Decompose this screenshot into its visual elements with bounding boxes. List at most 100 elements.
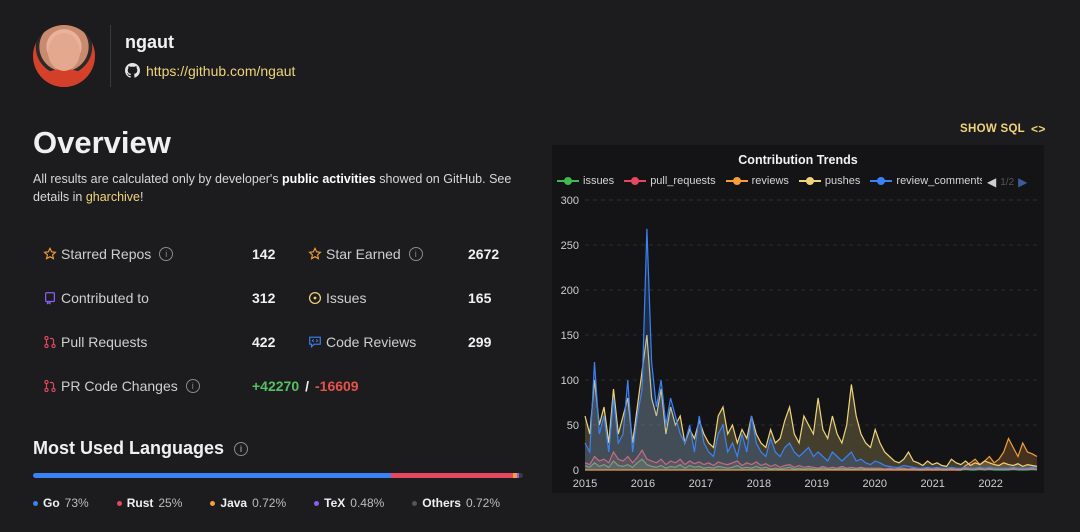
info-icon[interactable]: i: [234, 441, 249, 456]
code-icon: <>: [1031, 122, 1046, 136]
x-tick-label: 2021: [920, 478, 944, 490]
language-percent: 25%: [158, 496, 183, 510]
language-name: Others: [422, 496, 461, 510]
pull-request-icon: [44, 335, 56, 349]
x-tick-label: 2016: [631, 478, 655, 490]
language-percent: 0.48%: [350, 496, 385, 510]
stat-code-reviews: Code Reviews: [308, 334, 416, 350]
series-line-reviews: [585, 437, 1038, 471]
language-bar-segment-java: [513, 473, 517, 478]
stat-contributed-to: Contributed to: [43, 290, 149, 306]
languages-legend: Go 73% Rust 25% Java 0.72% TeX 0.48% Others 0.72%: [33, 496, 500, 510]
username: ngaut: [125, 32, 174, 52]
series-area-issues: [585, 459, 1037, 470]
star-earned-value: 2672: [468, 246, 500, 262]
legend-item-pull-requests[interactable]: pull_requests: [624, 175, 716, 187]
language-name: Rust: [126, 496, 154, 510]
x-tick-label: 2018: [747, 478, 771, 490]
code-reviews-value: 299: [468, 334, 492, 350]
gharchive-link[interactable]: gharchive: [85, 190, 141, 204]
language-percent: 0.72%: [465, 496, 501, 510]
y-tick-label: 150: [561, 330, 579, 342]
legend-pager: ◀ 1/2 ▶: [987, 175, 1027, 189]
show-sql-button[interactable]: SHOW SQL <>: [960, 122, 1046, 136]
legend-marker: [725, 177, 748, 185]
github-icon: [125, 63, 140, 78]
language-legend-item: TeX 0.48%: [314, 496, 384, 510]
x-tick-label: 2015: [573, 478, 597, 490]
stat-starred-repos: Starred Repos i: [43, 246, 174, 262]
stat-pull-requests: Pull Requests: [43, 334, 147, 350]
legend-label: pull_requests: [650, 175, 716, 187]
x-tick-label: 2019: [805, 478, 829, 490]
y-tick-label: 250: [561, 240, 579, 252]
chart-title: Contribution Trends: [738, 153, 858, 167]
y-tick-label: 0: [573, 465, 579, 477]
overview-title: Overview: [33, 125, 171, 160]
language-legend-item: Others 0.72%: [412, 496, 500, 510]
avatar: [33, 25, 95, 87]
legend-label: reviews: [751, 175, 789, 187]
starred-repos-value: 142: [252, 246, 276, 262]
legend-label: review_comments: [896, 175, 982, 187]
legend-marker: [798, 177, 821, 185]
star-icon: [308, 247, 322, 260]
series-area-pushes: [585, 335, 1037, 470]
additions-value: +42270: [252, 378, 300, 394]
info-icon[interactable]: i: [408, 247, 423, 261]
github-profile-link[interactable]: https://github.com/ngaut: [146, 63, 296, 79]
overview-description: All results are calculated only by devel…: [33, 172, 512, 204]
legend-label: issues: [583, 175, 615, 187]
issue-icon: [308, 291, 322, 305]
x-tick-label: 2022: [978, 478, 1002, 490]
legend-item-reviews[interactable]: reviews: [725, 175, 789, 187]
language-color-dot: [33, 500, 38, 506]
legend-marker: [624, 177, 647, 185]
star-icon: [43, 247, 57, 260]
legend-marker: [557, 177, 579, 185]
language-color-dot: [314, 500, 320, 506]
info-icon[interactable]: i: [185, 379, 200, 393]
language-bar-segment-others: [519, 473, 523, 478]
x-tick-label: 2020: [863, 478, 887, 490]
stat-star-earned: Star Earned i: [308, 246, 423, 262]
languages-bar: [33, 473, 523, 478]
next-page-icon[interactable]: ▶: [1018, 175, 1028, 189]
contributed-to-value: 312: [252, 290, 276, 306]
language-bar-segment-go: [33, 473, 391, 478]
legend-item-review-comments[interactable]: review_comments: [870, 175, 982, 187]
series-area-reviews: [585, 438, 1037, 470]
language-color-dot: [116, 500, 122, 506]
prev-page-icon[interactable]: ◀: [987, 175, 997, 189]
language-legend-item: Java 0.72%: [210, 496, 286, 510]
repo-icon: [45, 292, 55, 305]
chart-legend: issues pull_requests reviews pushes review_c…: [557, 175, 982, 191]
legend-item-issues[interactable]: issues: [557, 175, 614, 187]
legend-label: pushes: [824, 175, 861, 187]
pull-requests-value: 422: [252, 334, 276, 350]
language-name: Java: [220, 496, 248, 510]
language-color-dot: [412, 500, 418, 506]
info-icon[interactable]: i: [159, 247, 174, 261]
y-tick-label: 200: [561, 285, 579, 297]
header-divider: [110, 25, 111, 87]
series-line-pushes: [584, 334, 1038, 468]
deletions-value: -16609: [315, 378, 359, 394]
pull-request-icon: [44, 379, 56, 393]
y-tick-label: 50: [567, 420, 579, 432]
legend-item-pushes[interactable]: pushes: [798, 175, 861, 187]
code-review-icon: [309, 336, 321, 349]
issues-value: 165: [468, 290, 492, 306]
chart-plot: 0 50 100 150 200 250 300 2015 2016 2017 2018 2019 20…: [561, 195, 1038, 490]
y-tick-label: 300: [561, 195, 579, 207]
series-area-pull-requests: [585, 450, 1037, 470]
language-legend-item: Rust 25%: [116, 496, 183, 510]
language-legend-item: Go 73%: [33, 496, 89, 510]
language-bar-segment-rust: [390, 473, 514, 478]
stat-issues: Issues: [308, 290, 366, 306]
language-name: TeX: [324, 496, 346, 510]
language-percent: 0.72%: [252, 496, 287, 510]
x-tick-label: 2017: [689, 478, 713, 490]
public-activities-text: public activities: [282, 172, 376, 186]
y-tick-label: 100: [561, 375, 579, 387]
